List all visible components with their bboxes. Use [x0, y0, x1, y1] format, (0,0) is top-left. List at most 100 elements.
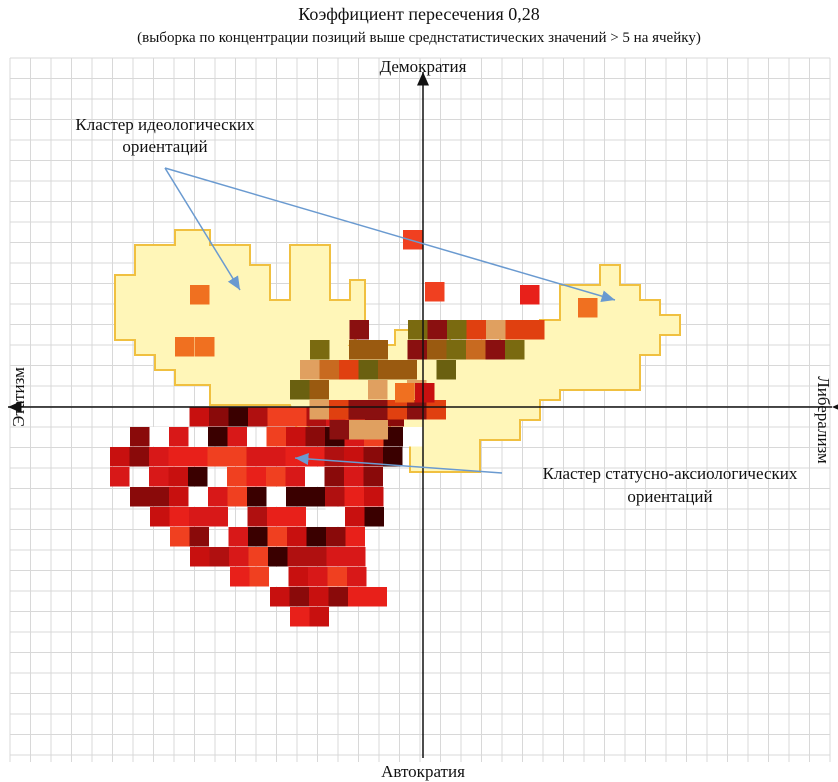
cell [407, 340, 427, 360]
cell [209, 547, 229, 567]
cell [307, 547, 327, 567]
cell [525, 320, 545, 340]
cell [130, 427, 150, 447]
cell [378, 360, 398, 380]
cell [286, 427, 306, 447]
cell [195, 337, 215, 357]
axis-label-right: Либерализм [814, 376, 833, 464]
cell [329, 400, 349, 420]
cell [248, 407, 268, 427]
cell [190, 285, 210, 305]
cell [267, 507, 287, 527]
cell [363, 447, 383, 467]
cell [285, 447, 305, 467]
cell [327, 567, 347, 587]
cell [345, 507, 365, 527]
cell [344, 447, 364, 467]
cell [349, 420, 369, 440]
cell [110, 467, 130, 487]
cell [247, 487, 267, 507]
cell [310, 340, 330, 360]
cell [169, 507, 189, 527]
cell [228, 527, 248, 547]
cell [427, 340, 447, 360]
cell [300, 360, 320, 380]
arrow [164, 167, 241, 291]
cell [383, 427, 403, 447]
cell [415, 383, 435, 403]
cell [446, 340, 466, 360]
cell [408, 320, 428, 340]
cell [324, 447, 344, 467]
cell [305, 487, 325, 507]
cell [267, 407, 287, 427]
cell [286, 507, 306, 527]
cell [308, 567, 328, 587]
cluster-label: Кластер идеологических [75, 115, 255, 134]
cell [348, 400, 368, 420]
axis-label-left: Этатизм [9, 367, 28, 427]
cell [287, 407, 307, 427]
cell [289, 587, 309, 607]
cell [383, 447, 403, 467]
cell [266, 447, 286, 467]
cell [169, 487, 189, 507]
cell [367, 587, 387, 607]
cell [305, 467, 325, 487]
arrow [164, 167, 616, 302]
cell [246, 467, 266, 487]
cell [325, 507, 345, 527]
cell [149, 427, 169, 447]
cell [466, 340, 486, 360]
cell [287, 547, 307, 567]
cell [229, 547, 249, 567]
cell [447, 320, 467, 340]
cell [426, 400, 446, 420]
cell [486, 320, 506, 340]
cell [266, 427, 286, 447]
cell [309, 380, 329, 400]
cell [346, 547, 366, 567]
cell [290, 607, 310, 627]
cell [248, 547, 268, 567]
cell [227, 447, 247, 467]
cell [149, 487, 169, 507]
cell [188, 467, 208, 487]
cell [325, 487, 345, 507]
cell [207, 447, 227, 467]
cell [319, 360, 339, 380]
cell [347, 567, 367, 587]
cell [305, 447, 325, 467]
cell [168, 447, 188, 467]
cell [189, 507, 209, 527]
cell [349, 340, 369, 360]
cell [395, 383, 415, 403]
cell [305, 427, 325, 447]
cell [190, 547, 210, 567]
subtitle: (выборка по концентрации позиций выше ср… [137, 30, 701, 46]
cluster-label: ориентаций [627, 487, 712, 506]
cell [149, 467, 169, 487]
cell [286, 487, 306, 507]
cell [349, 320, 369, 340]
cell [129, 447, 149, 467]
cell [228, 407, 248, 427]
cell [403, 230, 423, 250]
cell [326, 547, 346, 567]
cell [466, 320, 486, 340]
cell [209, 407, 229, 427]
cell [266, 487, 286, 507]
cell [175, 337, 195, 357]
cell [427, 320, 447, 340]
cell [309, 400, 329, 420]
cell [425, 282, 445, 302]
cell [149, 447, 169, 467]
axis-label-top: Демократия [380, 57, 467, 76]
cell [368, 400, 388, 420]
cell [188, 447, 208, 467]
cell [309, 607, 329, 627]
cell [436, 360, 456, 380]
cell [170, 527, 190, 547]
cell [368, 380, 388, 400]
cell [130, 487, 150, 507]
